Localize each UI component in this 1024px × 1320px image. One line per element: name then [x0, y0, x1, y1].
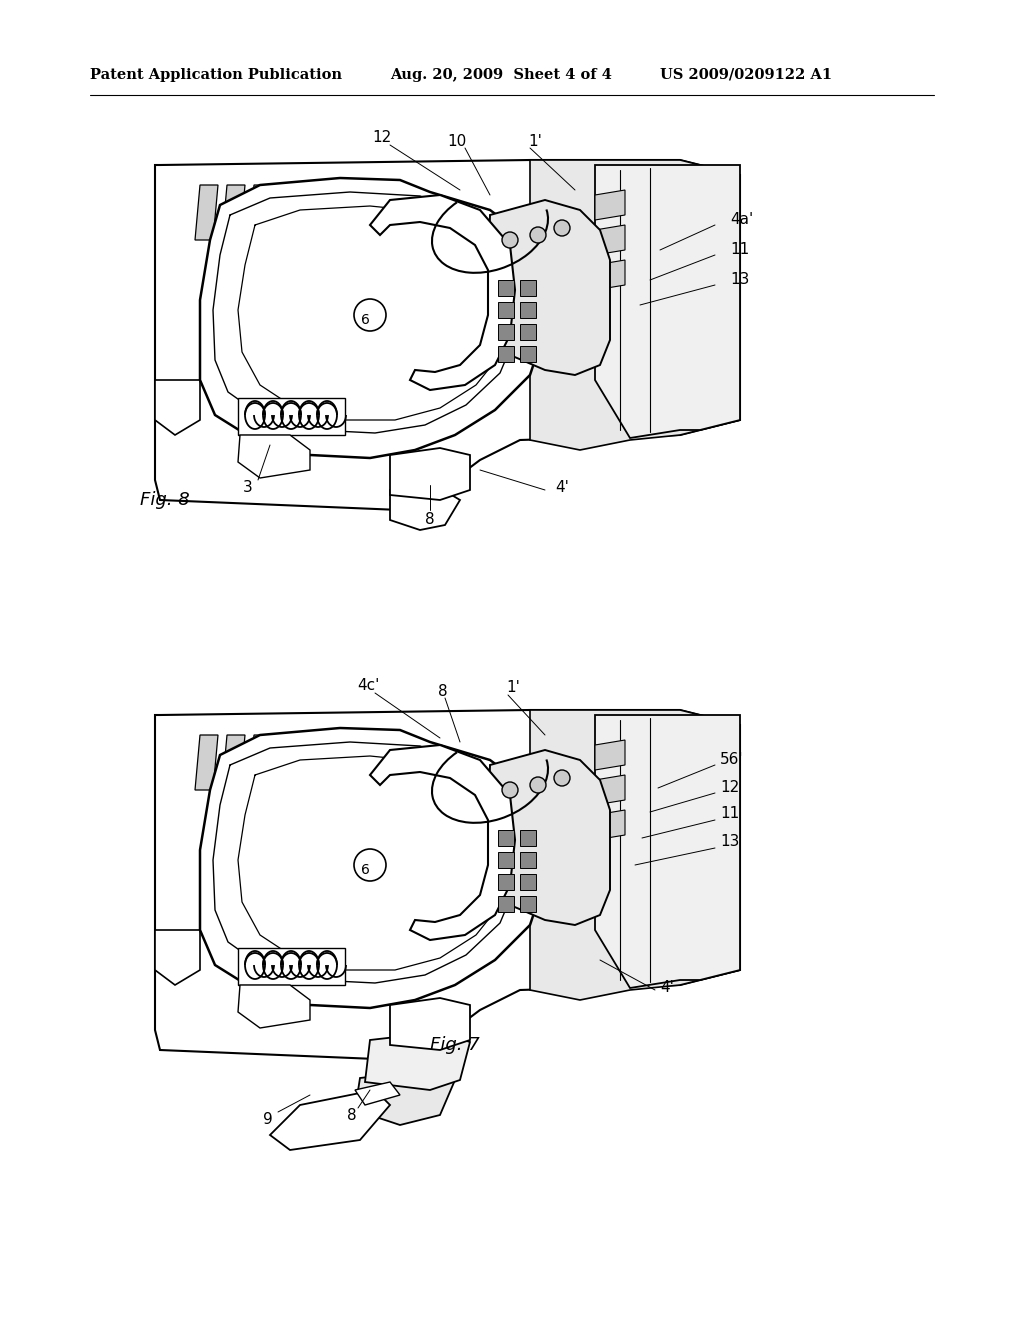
Polygon shape: [200, 178, 545, 458]
Polygon shape: [498, 323, 514, 341]
Text: 13: 13: [720, 834, 739, 850]
Circle shape: [530, 227, 546, 243]
Text: Aug. 20, 2009  Sheet 4 of 4: Aug. 20, 2009 Sheet 4 of 4: [390, 69, 612, 82]
Text: 12: 12: [373, 131, 391, 145]
Text: 8: 8: [438, 685, 447, 700]
Polygon shape: [498, 830, 514, 846]
Polygon shape: [498, 896, 514, 912]
Polygon shape: [520, 874, 536, 890]
Text: US 2009/0209122 A1: US 2009/0209122 A1: [660, 69, 833, 82]
Polygon shape: [330, 185, 353, 240]
Polygon shape: [595, 775, 625, 805]
Text: 3: 3: [243, 480, 253, 495]
Polygon shape: [365, 1032, 470, 1090]
Polygon shape: [530, 710, 740, 1001]
Text: 11: 11: [720, 807, 739, 821]
Polygon shape: [498, 280, 514, 296]
Polygon shape: [249, 185, 272, 240]
Text: 4a': 4a': [730, 213, 754, 227]
Polygon shape: [520, 830, 536, 846]
Polygon shape: [238, 436, 310, 478]
Text: 1': 1': [506, 681, 520, 696]
Polygon shape: [390, 998, 470, 1049]
Circle shape: [354, 300, 386, 331]
Polygon shape: [498, 302, 514, 318]
Polygon shape: [370, 195, 515, 389]
Polygon shape: [595, 741, 625, 770]
Circle shape: [502, 781, 518, 799]
Polygon shape: [595, 165, 740, 438]
Polygon shape: [370, 744, 515, 940]
Polygon shape: [200, 729, 545, 1008]
Text: 8: 8: [347, 1107, 356, 1122]
Polygon shape: [270, 1090, 390, 1150]
Polygon shape: [520, 280, 536, 296]
Polygon shape: [530, 160, 740, 450]
Polygon shape: [357, 735, 380, 789]
Text: 6: 6: [360, 313, 370, 327]
Text: 6: 6: [360, 863, 370, 876]
Text: 4': 4': [555, 480, 569, 495]
Polygon shape: [249, 735, 272, 789]
Polygon shape: [155, 710, 740, 1060]
Text: 4c': 4c': [356, 678, 379, 693]
Polygon shape: [488, 201, 610, 375]
Polygon shape: [276, 735, 299, 789]
Polygon shape: [595, 190, 625, 220]
Polygon shape: [238, 948, 345, 985]
Polygon shape: [222, 735, 245, 789]
Text: 10: 10: [447, 133, 467, 149]
Polygon shape: [498, 874, 514, 890]
Circle shape: [502, 232, 518, 248]
Polygon shape: [384, 185, 407, 240]
Polygon shape: [276, 185, 299, 240]
Polygon shape: [195, 185, 218, 240]
Polygon shape: [155, 160, 740, 510]
Polygon shape: [595, 224, 625, 255]
Polygon shape: [155, 931, 200, 985]
Text: Patent Application Publication: Patent Application Publication: [90, 69, 342, 82]
Polygon shape: [520, 346, 536, 362]
Polygon shape: [303, 735, 326, 789]
Polygon shape: [520, 323, 536, 341]
Text: Fig. 8: Fig. 8: [140, 491, 189, 510]
Circle shape: [554, 220, 570, 236]
Text: 13: 13: [730, 272, 750, 288]
Polygon shape: [390, 447, 470, 500]
Text: 56': 56': [720, 751, 743, 767]
Polygon shape: [238, 399, 345, 436]
Text: 12: 12: [720, 780, 739, 795]
Circle shape: [554, 770, 570, 785]
Polygon shape: [155, 380, 200, 436]
Circle shape: [354, 849, 386, 880]
Circle shape: [530, 777, 546, 793]
Polygon shape: [384, 735, 407, 789]
Polygon shape: [222, 185, 245, 240]
Polygon shape: [520, 851, 536, 869]
Polygon shape: [595, 260, 625, 290]
Polygon shape: [498, 346, 514, 362]
Text: 11: 11: [730, 243, 750, 257]
Polygon shape: [238, 985, 310, 1028]
Text: 1': 1': [528, 133, 542, 149]
Polygon shape: [195, 735, 218, 789]
Polygon shape: [498, 851, 514, 869]
Polygon shape: [520, 896, 536, 912]
Polygon shape: [303, 185, 326, 240]
Polygon shape: [357, 185, 380, 240]
Polygon shape: [355, 1082, 400, 1105]
Polygon shape: [330, 735, 353, 789]
Polygon shape: [390, 488, 460, 531]
Polygon shape: [595, 810, 625, 840]
Text: 8: 8: [425, 512, 435, 528]
Polygon shape: [355, 1071, 455, 1125]
Text: 9: 9: [263, 1113, 272, 1127]
Polygon shape: [595, 715, 740, 987]
Text: Fig. 7: Fig. 7: [430, 1036, 480, 1053]
Text: 4': 4': [660, 981, 674, 995]
Polygon shape: [488, 750, 610, 925]
Polygon shape: [520, 302, 536, 318]
